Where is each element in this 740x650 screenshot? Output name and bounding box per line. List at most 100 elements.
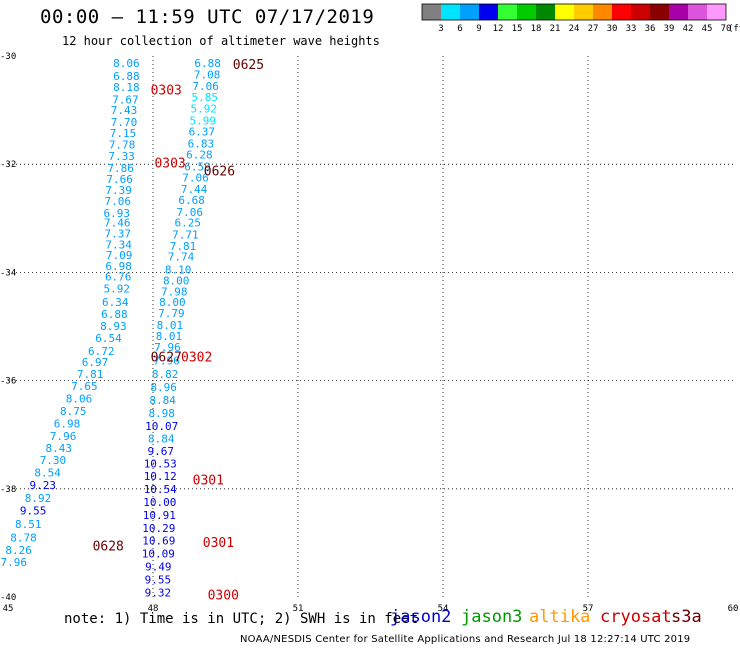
- x-tick-label: 60: [728, 604, 739, 614]
- wave-height-label: 6.72: [88, 345, 115, 358]
- wave-height-label: 7.79: [158, 307, 185, 320]
- x-tick-label: 57: [583, 604, 594, 614]
- wave-height-label: 8.43: [46, 442, 73, 455]
- wave-height-label: 8.01: [157, 319, 184, 332]
- wave-height-label: 9.67: [147, 445, 174, 458]
- wave-height-label: 7.98: [161, 285, 188, 298]
- wave-height-label: 10.91: [143, 509, 176, 522]
- wave-height-label: 8.00: [163, 275, 190, 288]
- wave-height-label: 7.66: [106, 173, 133, 186]
- footer-note: note: 1) Time is in UTC; 2) SWH is in fe…: [64, 611, 419, 627]
- y-tick-label: -40: [0, 593, 16, 603]
- wave-height-label: 6.28: [186, 148, 213, 161]
- wave-height-label: 6.37: [189, 126, 216, 139]
- pass-time-label: 0301: [193, 474, 224, 489]
- colorbar-tick-label: 3: [438, 24, 443, 34]
- wave-height-label: 9.23: [30, 479, 57, 492]
- wave-height-label: 7.67: [112, 93, 139, 106]
- wave-height-label: 10.00: [143, 496, 176, 509]
- wave-height-label: 7.06: [182, 172, 209, 185]
- colorbar-tick-label: 6: [457, 24, 462, 34]
- wave-height-label: 7.06: [192, 80, 219, 93]
- pass-time-label: 0625: [233, 58, 264, 73]
- wave-height-label: 6.93: [104, 207, 131, 220]
- wave-height-label: 8.01: [156, 330, 183, 343]
- wave-height-label: 10.12: [144, 470, 177, 483]
- colorbar-swatch: [707, 4, 726, 20]
- x-tick-label: 45: [3, 604, 14, 614]
- colorbar-swatch: [460, 4, 479, 20]
- pass-time-label: 0628: [93, 540, 124, 555]
- wave-height-label: 7.81: [170, 240, 197, 253]
- wave-height-label: 8.92: [25, 492, 52, 505]
- wave-height-label: 7.34: [105, 238, 132, 251]
- plot-area: 45 48 51 54 57 60-30-32-34-36-38-408.066.888.…: [0, 52, 739, 614]
- wave-height-label: 8.18: [113, 81, 140, 94]
- wave-height-label: 7.06: [176, 206, 203, 219]
- wave-height-label: 6.68: [178, 194, 205, 207]
- wave-height-label: 9.55: [20, 504, 47, 517]
- wave-height-label: 7.06: [104, 195, 131, 208]
- colorbar-swatch: [422, 4, 441, 20]
- satellite-legend-jason2: jason2: [390, 607, 452, 627]
- wave-height-label: 5.92: [104, 283, 131, 296]
- wave-height-label: 7.37: [104, 227, 131, 240]
- wave-height-label: 7.33: [108, 150, 135, 163]
- wave-height-label: 10.54: [144, 483, 177, 496]
- wave-height-label: 8.78: [10, 531, 37, 544]
- colorbar-swatch: [479, 4, 498, 20]
- satellite-legend-cryosat: cryosat: [600, 607, 672, 627]
- wave-height-label: 6.34: [102, 296, 129, 309]
- colorbar-swatch: [574, 4, 593, 20]
- wave-height-label: 8.84: [148, 432, 175, 445]
- wave-height-label: 7.86: [107, 162, 134, 175]
- wave-height-label: 5.85: [191, 91, 218, 104]
- satellite-legend-s3a: s3a: [671, 607, 702, 627]
- colorbar-tick-label: 30: [607, 24, 618, 34]
- colorbar-tick-label: 21: [550, 24, 561, 34]
- colorbar-tick-label: 39: [664, 24, 675, 34]
- wave-height-label: 6.97: [82, 356, 109, 369]
- wave-height-label: 8.26: [5, 544, 32, 557]
- wave-height-label: 7.43: [111, 104, 138, 117]
- wave-height-label: 5.99: [190, 114, 217, 127]
- wave-height-label: 7.70: [111, 116, 138, 129]
- wave-height-label: 7.96: [154, 341, 181, 354]
- colorbar-swatch: [441, 4, 460, 20]
- wave-height-label: 7.39: [105, 184, 132, 197]
- wave-height-label: 7.96: [153, 355, 180, 368]
- wave-height-label: 10.69: [142, 535, 175, 548]
- wave-height-label: 8.93: [100, 320, 127, 333]
- y-tick-label: -36: [0, 377, 16, 387]
- wave-height-label: 9.32: [145, 587, 172, 600]
- colorbar-swatch: [517, 4, 536, 20]
- satellite-legend-altika: altika: [529, 607, 591, 627]
- wave-height-label: 6.54: [95, 332, 122, 345]
- wave-height-label: 8.06: [66, 392, 93, 405]
- wave-height-label: 6.59: [184, 160, 211, 173]
- wave-height-label: 7.15: [110, 127, 137, 140]
- page-title: 00:00 – 11:59 UTC 07/17/2019: [40, 6, 375, 28]
- colorbar-tick-label: 24: [569, 24, 580, 34]
- pass-time-label: 0302: [181, 350, 212, 365]
- wave-height-label: 7.65: [71, 380, 98, 393]
- wave-height-label: 9.49: [145, 561, 172, 574]
- wave-height-label: 7.74: [168, 251, 195, 264]
- x-tick-label: 51: [293, 604, 304, 614]
- wave-height-label: 8.96: [150, 381, 177, 394]
- wave-height-label: 7.81: [77, 368, 104, 381]
- colorbar-swatch: [555, 4, 574, 20]
- pass-time-label: 0627: [151, 350, 182, 365]
- wave-height-label: 6.88: [194, 57, 221, 70]
- wave-height-label: 8.00: [159, 296, 186, 309]
- colorbar-swatch: [536, 4, 555, 20]
- colorbar-swatch: [612, 4, 631, 20]
- colorbar-tick-label: 18: [531, 24, 542, 34]
- wave-height-label: 7.78: [109, 139, 136, 152]
- y-tick-label: -34: [0, 268, 16, 278]
- pass-time-label: 0300: [208, 588, 239, 603]
- wave-height-label: 7.09: [106, 249, 133, 262]
- wave-height-label: 6.88: [113, 70, 140, 83]
- colorbar-swatch: [593, 4, 612, 20]
